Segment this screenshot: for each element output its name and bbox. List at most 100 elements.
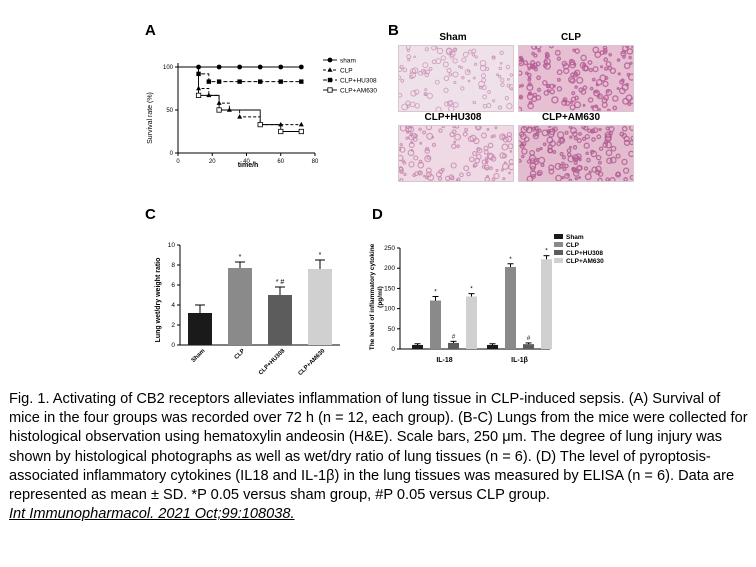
- histology-cell: [473, 62, 478, 66]
- histology-cell: [578, 158, 582, 162]
- histology-cell: [428, 66, 433, 71]
- survival-point: [257, 122, 263, 128]
- histology-cell: [571, 166, 576, 172]
- cytokine-significance: #: [527, 335, 531, 342]
- histology-cell: [413, 89, 420, 95]
- histology-cell: [620, 50, 627, 57]
- histology-cell: [573, 69, 581, 77]
- histology-cell: [471, 53, 476, 57]
- histology-cell: [479, 64, 487, 72]
- histology-cell: [531, 51, 536, 56]
- histology-cell: [582, 103, 586, 107]
- histology-cell: [453, 80, 457, 85]
- histology-cell: [568, 178, 573, 181]
- histology-cell: [472, 100, 477, 105]
- survival-x-label: time/h: [238, 162, 259, 169]
- histology-cell: [454, 133, 462, 141]
- survival-legend-label: sham: [340, 58, 356, 65]
- histology-cell: [431, 59, 437, 65]
- histology-cell: [534, 160, 539, 166]
- survival-point: [206, 79, 212, 84]
- histology-cell: [472, 162, 478, 168]
- histology-cell: [574, 85, 578, 89]
- histology-cell: [459, 65, 463, 70]
- histology-cell: [605, 89, 613, 96]
- panel-d-letter: D: [372, 206, 383, 223]
- histology-cell: [587, 59, 593, 65]
- histology-cell: [456, 144, 460, 149]
- histology-cell: [529, 162, 537, 170]
- histology-panel: Sham CLP CLP+HU308 CLP+AM630: [398, 30, 643, 182]
- histology-cell: [445, 175, 451, 181]
- histology-cell: [599, 74, 607, 82]
- wetdry-bar-2: [268, 295, 292, 345]
- survival-point: [216, 64, 222, 70]
- wetdry-x-tick-label: CLP+AM630: [298, 348, 327, 377]
- histology-cell: [568, 145, 572, 149]
- cytokine-legend-label: CLP+HU308: [566, 250, 603, 257]
- histology-cell: [543, 90, 550, 96]
- histology-cell: [532, 132, 540, 140]
- histology-cell: [483, 149, 489, 155]
- histology-cell: [578, 176, 581, 179]
- histology-cell: [603, 57, 608, 62]
- histology-cell: [628, 73, 633, 81]
- histology-cell: [552, 150, 557, 154]
- cytokine-y-tick-label: 0: [391, 346, 395, 353]
- wetdry-x-tick-label: Sham: [191, 348, 207, 364]
- histology-cell: [498, 74, 502, 79]
- survival-legend-label: CLP+HU308: [340, 78, 377, 85]
- histology-cell: [457, 65, 461, 68]
- histology-cell: [418, 70, 424, 76]
- histology-cell: [413, 55, 416, 58]
- histology-cell: [549, 140, 556, 147]
- histology-cell: [414, 134, 418, 138]
- histology-cell: [435, 106, 442, 111]
- histology-cell: [411, 67, 419, 74]
- histology-cell: [510, 87, 513, 91]
- histology-cell: [481, 77, 487, 83]
- histology-cell: [556, 69, 563, 76]
- histology-cell: [572, 145, 578, 150]
- histology-cell: [444, 101, 450, 107]
- histology-cell: [595, 165, 602, 173]
- histology-cell: [419, 141, 423, 145]
- histology-cell: [498, 105, 503, 110]
- histology-cell: [604, 135, 612, 143]
- survival-point: [278, 79, 283, 84]
- survival-line-3: [178, 66, 302, 132]
- histology-cell: [545, 53, 551, 59]
- survival-point: [237, 114, 243, 119]
- histology-cell: [533, 53, 538, 58]
- histology-cell: [462, 51, 469, 58]
- histology-cell: [543, 59, 549, 65]
- cytokine-bar: [412, 344, 423, 349]
- histology-cell: [506, 103, 513, 110]
- histology-cell: [475, 126, 481, 130]
- histology-cell: [500, 168, 504, 172]
- histology-cell: [597, 177, 603, 181]
- survival-point: [278, 64, 284, 70]
- histology-cell: [426, 132, 434, 140]
- histology-cell: [556, 86, 563, 92]
- cytokine-y-label-2: (pg/ml): [377, 286, 384, 308]
- histology-image-clp: [518, 45, 634, 112]
- histology-cell: [481, 165, 486, 169]
- survival-legend-marker: [327, 67, 333, 72]
- histology-cell: [451, 129, 457, 135]
- histology-cell: [591, 166, 598, 173]
- caption-citation[interactable]: Int Immunopharmacol. 2021 Oct;99:108038.: [9, 506, 295, 523]
- histology-cell: [467, 69, 471, 73]
- histology-cell: [519, 70, 523, 76]
- histology-cell: [605, 126, 610, 131]
- histology-cell: [414, 103, 420, 109]
- histology-cell: [461, 76, 465, 80]
- cytokine-chart: The level of inflammatory cytokine (pg/m…: [369, 234, 604, 364]
- histology-cell: [446, 68, 452, 73]
- histology-cell: [580, 54, 587, 62]
- histology-cell: [399, 169, 404, 174]
- histology-cell: [564, 163, 569, 169]
- wetdry-y-tick-label: 6: [171, 282, 175, 289]
- histology-cell: [484, 176, 491, 181]
- cytokine-significance: *: [545, 248, 548, 255]
